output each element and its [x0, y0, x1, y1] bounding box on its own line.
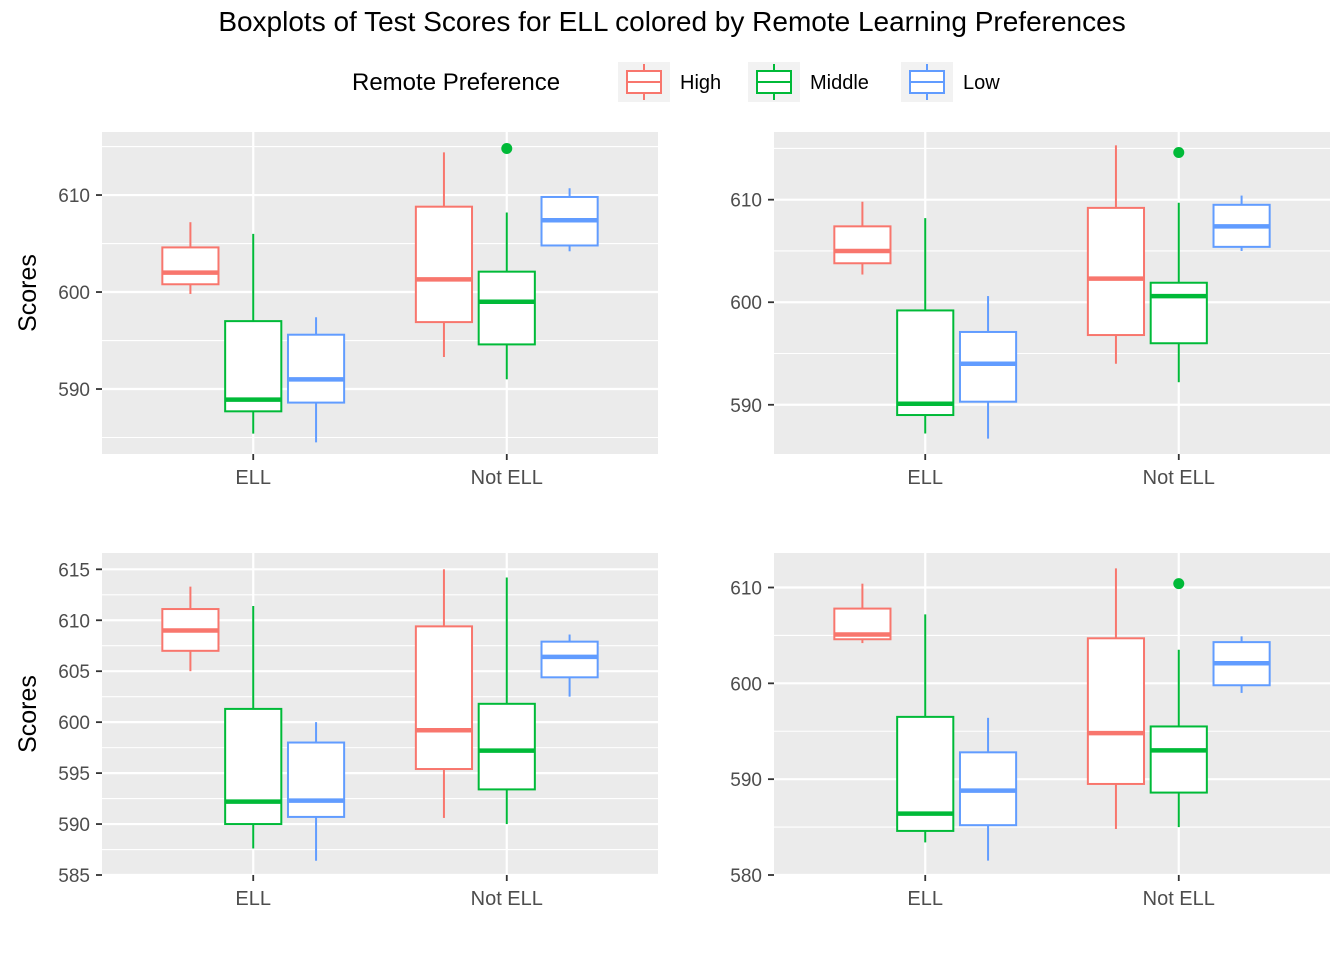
box-not-ell-middle [477, 142, 536, 380]
y-tick-label: 600 [58, 283, 90, 304]
panel-3: 585 590 595 600 605 610 615 ELL Not ELL Scores [14, 553, 658, 910]
y-tick-label: 590 [58, 380, 90, 401]
box-ell-low [286, 722, 346, 861]
outlier-point [1173, 578, 1185, 590]
y-tick-label: 610 [58, 186, 90, 207]
box-not-ell-middle [1149, 147, 1208, 383]
box-not-ell-low [540, 634, 599, 697]
y-tick-label: 600 [58, 713, 90, 734]
y-axis-title: Scores [14, 254, 42, 332]
box-body [414, 625, 474, 771]
y-tick-label: 600 [730, 674, 762, 695]
y-tick-label: 610 [730, 191, 762, 212]
box-body [1086, 206, 1146, 337]
y-tick-label: 585 [58, 866, 90, 887]
box-ell-middle [896, 218, 955, 434]
panel-1: 590 600 610 ELL Not ELL Scores [14, 132, 658, 489]
box-not-ell-low [1212, 195, 1271, 251]
x-tick-label-not-ell: Not ELL [1143, 467, 1215, 489]
y-tick-label: 590 [58, 815, 90, 836]
x-tick-label-ell: ELL [235, 467, 271, 489]
y-tick-label: 610 [730, 579, 762, 600]
legend-label-high: High [680, 72, 721, 94]
x-tick-label-not-ell: Not ELL [471, 467, 543, 489]
box-body [477, 702, 536, 791]
box-ell-high [833, 583, 892, 644]
panel-background [774, 553, 1330, 875]
x-tick-label-ell: ELL [907, 467, 943, 489]
x-tick-label-ell: ELL [235, 888, 271, 910]
y-tick-label: 590 [730, 770, 762, 791]
box-ell-high [161, 222, 220, 294]
box-body [224, 707, 283, 826]
panel-background [774, 132, 1330, 454]
box-body [833, 225, 892, 265]
y-tick-label: 595 [58, 764, 90, 785]
y-tick-label: 615 [58, 560, 90, 581]
box-ell-high [833, 201, 892, 275]
legend-title: Remote Preference [352, 69, 560, 96]
y-tick-label: 610 [58, 611, 90, 632]
box-ell-middle [224, 605, 283, 849]
box-body [1149, 725, 1208, 794]
outlier-point [501, 142, 513, 154]
box-ell-middle [896, 614, 955, 843]
panel-4: 580 590 600 610 ELL Not ELL [730, 553, 1330, 910]
y-axis-title: Scores [14, 675, 42, 753]
y-tick-label: 605 [58, 662, 90, 683]
legend: Remote Preference High Middle Low [0, 60, 1344, 104]
legend-key-high [618, 62, 670, 102]
box-body [1149, 281, 1208, 345]
box-ell-low [958, 717, 1018, 861]
chart-title: Boxplots of Test Scores for ELL colored … [218, 6, 1126, 37]
x-tick-label-not-ell: Not ELL [471, 888, 543, 910]
box-body [286, 333, 346, 404]
x-tick-label-ell: ELL [907, 888, 943, 910]
legend-svg: Remote Preference High Middle Low [352, 62, 1000, 102]
box-ell-low [286, 317, 346, 443]
panel-background [102, 553, 658, 875]
legend-key-low [901, 62, 953, 102]
box-ell-low [958, 296, 1018, 439]
y-tick-label: 600 [730, 293, 762, 314]
outlier-point [1173, 147, 1185, 159]
box-ell-high [161, 586, 220, 672]
box-body [477, 270, 536, 346]
box-body [224, 320, 283, 413]
box-body [896, 309, 955, 417]
box-not-ell-high [414, 569, 474, 818]
legend-label-middle: Middle [810, 72, 869, 94]
box-not-ell-middle [477, 577, 536, 825]
box-body [286, 741, 346, 818]
legend-label-low: Low [963, 72, 1000, 94]
box-body [958, 330, 1018, 403]
box-body [161, 246, 220, 286]
box-body [540, 640, 599, 679]
box-body [414, 205, 474, 324]
box-ell-middle [224, 233, 283, 434]
box-not-ell-low [1212, 636, 1271, 693]
legend-key-middle [748, 62, 800, 102]
box-not-ell-high [1086, 145, 1146, 364]
box-not-ell-low [540, 188, 599, 252]
box-not-ell-high [414, 152, 474, 358]
box-not-ell-middle [1149, 578, 1208, 828]
box-body [1086, 637, 1146, 785]
y-tick-label: 580 [730, 866, 762, 887]
y-tick-label: 590 [730, 396, 762, 417]
box-not-ell-high [1086, 568, 1146, 829]
x-tick-label-not-ell: Not ELL [1143, 888, 1215, 910]
panel-2: 590 600 610 ELL Not ELL [730, 132, 1330, 489]
